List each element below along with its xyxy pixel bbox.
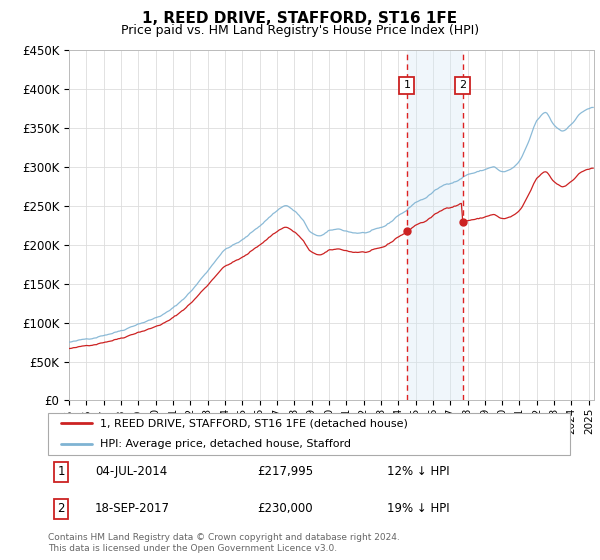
Text: 04-JUL-2014: 04-JUL-2014 [95, 465, 167, 478]
Bar [407, 50, 463, 400]
Text: £230,000: £230,000 [257, 502, 313, 515]
Text: 1: 1 [403, 81, 410, 90]
Text: 19% ↓ HPI: 19% ↓ HPI [388, 502, 450, 515]
Text: 1, REED DRIVE, STAFFORD, ST16 1FE: 1, REED DRIVE, STAFFORD, ST16 1FE [142, 11, 458, 26]
Text: Price paid vs. HM Land Registry's House Price Index (HPI): Price paid vs. HM Land Registry's House … [121, 24, 479, 36]
Text: 1, REED DRIVE, STAFFORD, ST16 1FE (detached house): 1, REED DRIVE, STAFFORD, ST16 1FE (detac… [100, 418, 408, 428]
Text: 2: 2 [459, 81, 466, 90]
Text: Contains HM Land Registry data © Crown copyright and database right 2024.
This d: Contains HM Land Registry data © Crown c… [48, 533, 400, 553]
FancyBboxPatch shape [48, 413, 570, 455]
Text: 1: 1 [58, 465, 65, 478]
Text: 18-SEP-2017: 18-SEP-2017 [95, 502, 170, 515]
Text: £217,995: £217,995 [257, 465, 313, 478]
Text: 12% ↓ HPI: 12% ↓ HPI [388, 465, 450, 478]
Text: HPI: Average price, detached house, Stafford: HPI: Average price, detached house, Staf… [100, 439, 351, 449]
Text: 2: 2 [58, 502, 65, 515]
